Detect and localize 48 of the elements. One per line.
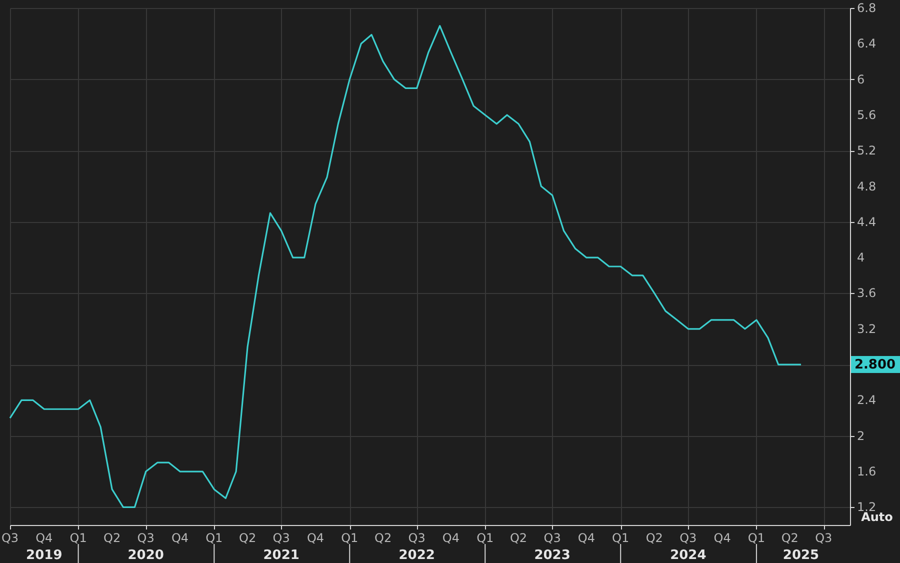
y-tick-label: 6.8 [857, 1, 876, 15]
x2-tick-label: 2020 [128, 548, 164, 563]
y-tick-label: 5.6 [857, 108, 876, 122]
y-tick-label: 6.4 [857, 36, 876, 51]
x-tick-label: Q1 [748, 531, 766, 545]
x-tick-label: Q2 [646, 531, 663, 545]
x2-tick-label: 2021 [263, 548, 300, 563]
x-tick-label: Q3 [408, 531, 426, 545]
x-tick-label: Q2 [239, 531, 256, 545]
x2-tick-label: 2025 [782, 548, 820, 563]
x2-tick-label: 2023 [534, 548, 570, 563]
y-tick-label: 4.4 [857, 214, 876, 229]
x-tick-label: Q4 [306, 531, 324, 545]
x-tick-label: Q1 [341, 531, 358, 545]
x-tick-label: Q1 [476, 531, 494, 545]
text: 2.800 [854, 358, 896, 373]
y-tick-label: 4 [857, 250, 865, 265]
x-tick-label: Q3 [815, 531, 832, 545]
x-tick-label: Q3 [137, 531, 154, 545]
y-tick-label: 2.4 [857, 393, 876, 408]
x-tick-label: Q3 [272, 531, 290, 545]
x-tick-label: Q3 [1, 531, 19, 545]
y-tick-label: 3.6 [857, 286, 876, 300]
text: Auto [861, 510, 893, 524]
x2-tick-label: 2022 [398, 548, 435, 563]
x-tick-label: Q2 [781, 531, 798, 545]
x-tick-label: Q4 [36, 531, 53, 545]
x-tick-label: Q4 [714, 531, 731, 545]
x-tick-label: Q2 [104, 531, 121, 545]
y-tick-label: 4.8 [857, 179, 876, 194]
x-tick-label: Q4 [171, 531, 189, 545]
y-tick-label: 2 [857, 428, 865, 443]
x-tick-label: Q1 [70, 531, 87, 545]
y-tick-label: 1.6 [857, 464, 876, 479]
line-series [9, 25, 802, 508]
y-tick-label: 5.2 [857, 144, 876, 158]
x2-tick-label: 2019 [26, 548, 62, 563]
x-tick-label: Q3 [544, 531, 561, 545]
y-tick-label: 6 [857, 72, 865, 86]
x-tick-label: Q1 [206, 531, 223, 545]
x-tick-label: Q1 [612, 531, 630, 545]
x-tick-label: Q4 [578, 531, 596, 545]
y-tick-label: 3.2 [857, 322, 876, 336]
x-tick-label: Q2 [510, 531, 528, 545]
x-tick-label: Q4 [442, 531, 460, 545]
x-tick-label: Q2 [374, 531, 392, 545]
x2-tick-label: 2024 [670, 548, 706, 563]
x-tick-label: Q3 [680, 531, 697, 545]
